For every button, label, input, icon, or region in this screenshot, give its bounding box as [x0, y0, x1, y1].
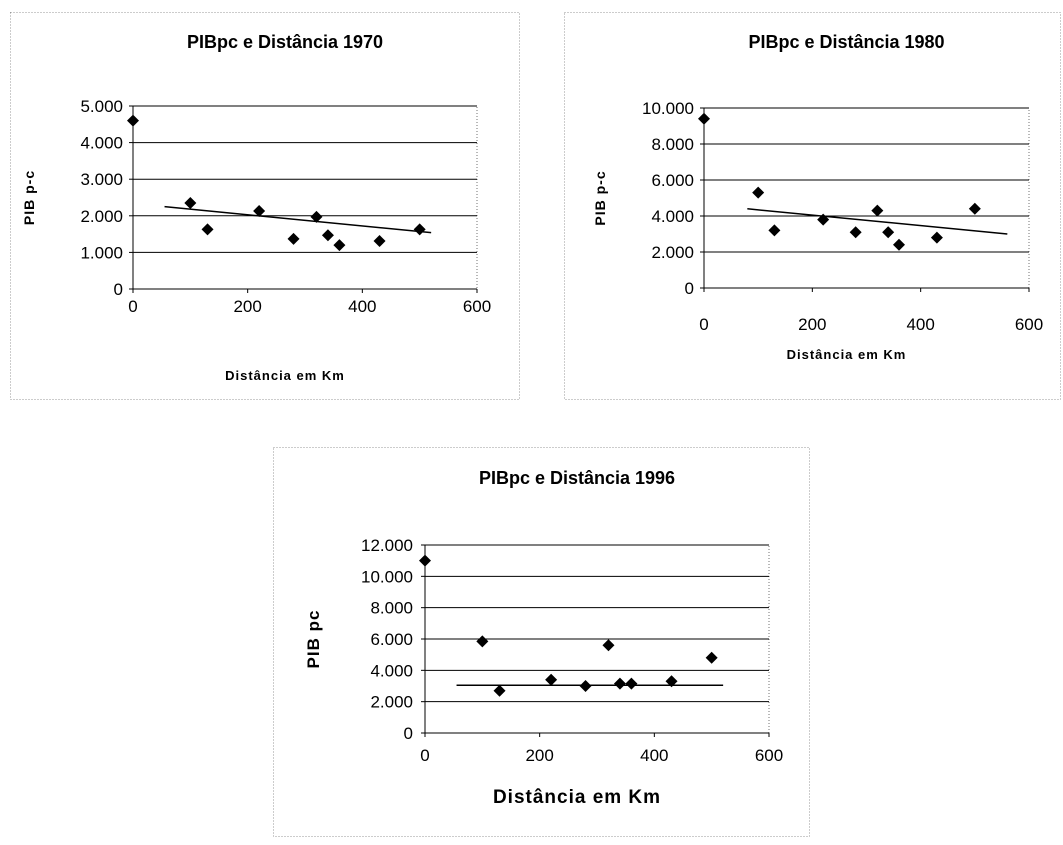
data-point	[752, 186, 765, 199]
y-axis-label: PIB p-c	[592, 170, 608, 225]
data-point	[184, 196, 197, 209]
y-tick-label: 0	[114, 280, 123, 299]
chart-frame	[10, 12, 520, 400]
plot-area	[703, 107, 1030, 289]
data-point	[287, 232, 300, 245]
data-point	[768, 224, 781, 237]
y-tick-label: 4.000	[651, 207, 694, 226]
data-point	[849, 226, 862, 239]
data-point	[493, 684, 506, 697]
x-tick-label: 0	[128, 297, 137, 316]
x-tick-label: 400	[640, 746, 668, 765]
chart-title: PIBpc e Distância 1970	[187, 32, 383, 52]
y-tick-label: 3.000	[80, 170, 123, 189]
data-point	[373, 235, 386, 248]
data-point	[545, 673, 558, 686]
data-point	[127, 114, 139, 127]
trendline	[164, 205, 432, 234]
y-tick-label: 1.000	[80, 243, 123, 262]
y-tick-label: 4.000	[80, 134, 123, 153]
y-tick-label: 10.000	[361, 567, 413, 586]
data-point	[201, 223, 214, 236]
data-point	[602, 639, 615, 652]
x-tick-label: 0	[420, 746, 429, 765]
data-point	[419, 554, 431, 567]
y-tick-label: 0	[685, 279, 694, 298]
data-point	[930, 231, 943, 244]
data-point	[613, 677, 626, 690]
scatter-chart-1996: 0 2.000 4.000 6.000 8.000 10.000 12.000 0 200 400…	[273, 447, 810, 837]
x-tick-label: 200	[798, 315, 826, 334]
data-point	[817, 213, 830, 226]
y-tick-label: 6.000	[370, 630, 413, 649]
chart-svg: 0 2.000 4.000 6.000 8.000 10.000 12.000 0 200 400…	[273, 447, 810, 837]
data-point	[882, 226, 895, 239]
y-tick-label: 2.000	[80, 207, 123, 226]
x-tick-label: 600	[1015, 315, 1043, 334]
y-axis-label: PIB pc	[304, 610, 323, 669]
y-tick-label: 6.000	[651, 171, 694, 190]
x-tick-label: 0	[699, 315, 708, 334]
scatter-chart-1980: 0 2.000 4.000 6.000 8.000 10.000 0 200 400 600 PIB…	[564, 12, 1061, 400]
data-point	[321, 229, 334, 242]
y-tick-label: 5.000	[80, 97, 123, 116]
data-point	[476, 635, 489, 648]
chart-frame	[273, 447, 810, 837]
data-point	[310, 210, 323, 223]
data-point	[665, 675, 678, 688]
x-tick-label: 400	[348, 297, 376, 316]
x-tick-label: 600	[755, 746, 783, 765]
data-point	[253, 205, 266, 218]
data-point	[893, 238, 905, 251]
x-axis-label: Distância em Km	[225, 368, 345, 383]
y-tick-label: 0	[404, 724, 413, 743]
scatter-chart-1970: 0 1.000 2.000 3.000 4.000 5.000 0 200 400 600 PIBp…	[10, 12, 520, 400]
chart-frame	[564, 12, 1061, 400]
y-tick-label: 8.000	[370, 599, 413, 618]
y-tick-label: 10.000	[642, 99, 694, 118]
trendline	[747, 208, 1008, 235]
x-axis-label: Distância em Km	[493, 787, 661, 808]
x-axis-label: Distância em Km	[787, 347, 907, 362]
y-tick-label: 12.000	[361, 536, 413, 555]
data-point	[625, 677, 638, 690]
x-tick-label: 200	[525, 746, 553, 765]
data-point	[705, 651, 718, 664]
y-tick-label: 2.000	[370, 693, 413, 712]
y-axis-label: PIB p-c	[21, 170, 37, 225]
y-tick-label: 8.000	[651, 135, 694, 154]
x-tick-label: 400	[906, 315, 934, 334]
chart-svg: 0 2.000 4.000 6.000 8.000 10.000 0 200 400 600 PIB…	[564, 12, 1061, 400]
x-tick-label: 600	[463, 297, 491, 316]
data-point	[698, 112, 710, 125]
chart-title: PIBpc e Distância 1980	[748, 32, 944, 52]
data-point	[413, 223, 426, 236]
chart-svg: 0 1.000 2.000 3.000 4.000 5.000 0 200 400 600 PIBp…	[10, 12, 520, 400]
x-tick-label: 200	[233, 297, 261, 316]
y-tick-label: 2.000	[651, 243, 694, 262]
data-point	[871, 204, 884, 217]
y-tick-label: 4.000	[370, 661, 413, 680]
data-point	[968, 202, 981, 215]
data-point	[333, 239, 346, 252]
data-point	[579, 680, 592, 692]
plot-area	[132, 105, 478, 290]
chart-title: PIBpc e Distância 1996	[479, 468, 675, 488]
